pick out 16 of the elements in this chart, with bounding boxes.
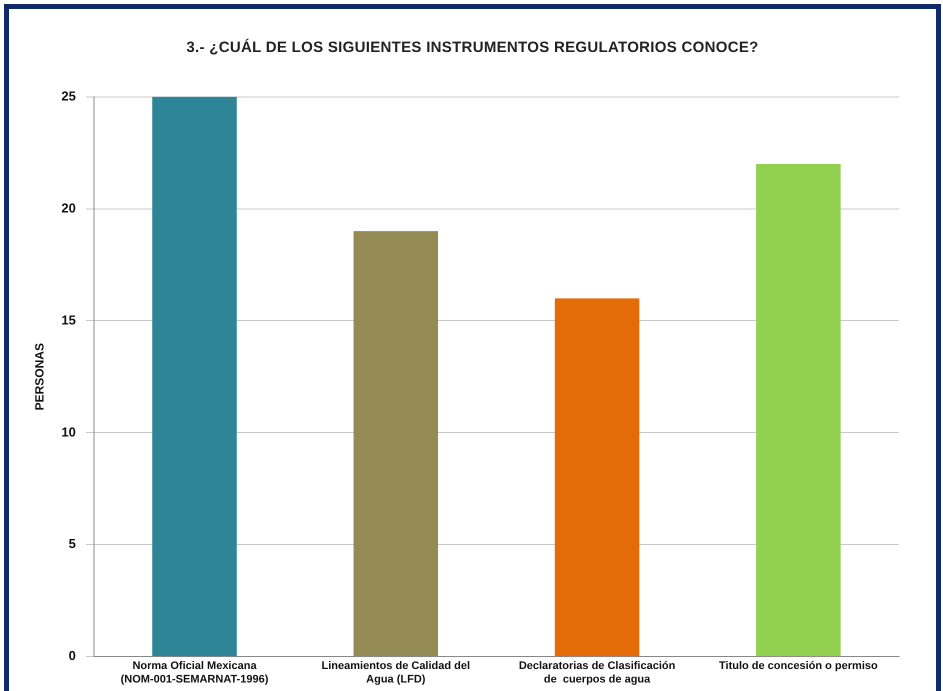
chart-title: 3.- ¿CUÁL DE LOS SIGUIENTES INSTRUMENTOS REGULATORIOS CONOCE? bbox=[185, 39, 760, 56]
x-tick-label: Lineamientos de Calidad del Agua (LFD) bbox=[322, 660, 470, 686]
x-tick-label: Declaratorias de Clasificación de cuerpos de agua bbox=[518, 660, 676, 686]
y-tick-label: 15 bbox=[61, 312, 76, 328]
bar bbox=[756, 164, 841, 656]
bar bbox=[554, 298, 640, 656]
y-tick-label: 25 bbox=[61, 88, 76, 104]
y-axis-title: PERSONAS bbox=[32, 343, 47, 410]
y-tick-label: 5 bbox=[68, 536, 76, 552]
bar bbox=[354, 231, 438, 656]
x-tick-label: Norma Oficial Mexicana (NOM-001-SEMARNAT-1996) bbox=[120, 660, 269, 686]
y-tick-label: 0 bbox=[68, 648, 76, 664]
y-tick-label: 20 bbox=[61, 200, 76, 216]
bar bbox=[152, 96, 237, 656]
y-tick-label: 10 bbox=[61, 424, 76, 440]
x-tick-label: Titulo de concesión o permiso bbox=[719, 660, 878, 672]
